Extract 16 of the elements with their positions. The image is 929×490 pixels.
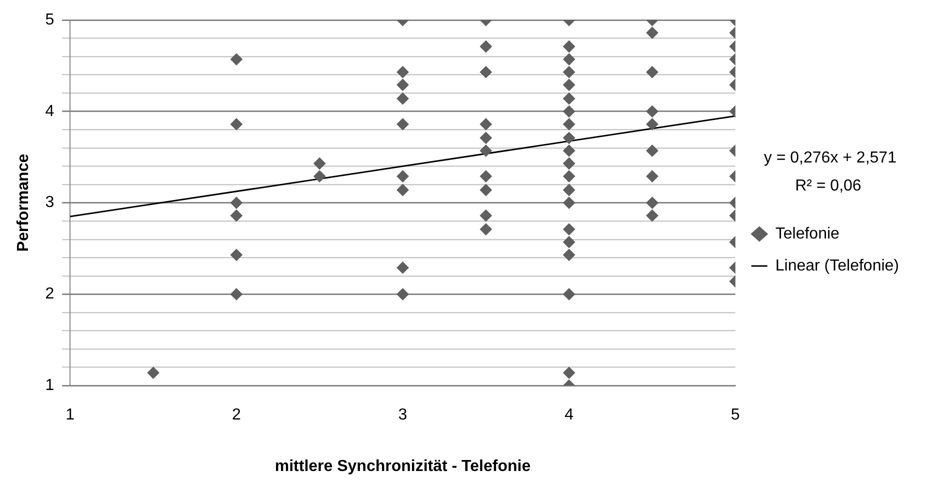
y-tick-label: 1	[45, 377, 54, 394]
y-tick-label: 4	[45, 102, 54, 120]
x-tick-label: 2	[232, 406, 241, 424]
x-tick-label: 4	[564, 406, 574, 424]
legend-label: Telefonie	[775, 225, 840, 242]
y-tick-label: 5	[45, 11, 54, 28]
text: y = 0,276x + 2,571	[764, 149, 897, 166]
y-axis-title: Performance	[15, 154, 32, 252]
x-tick-label: 3	[398, 406, 408, 424]
y-tick-label: 3	[45, 194, 54, 212]
legend-label: Linear (Telefonie)	[775, 257, 899, 274]
x-axis-title: mittlere Synchronizität - Telefonie	[274, 458, 531, 475]
text: R² = 0,06	[795, 177, 862, 194]
x-tick-label: 5	[730, 406, 740, 424]
x-tick-label: 1	[66, 406, 75, 424]
y-tick-label: 2	[45, 286, 54, 303]
